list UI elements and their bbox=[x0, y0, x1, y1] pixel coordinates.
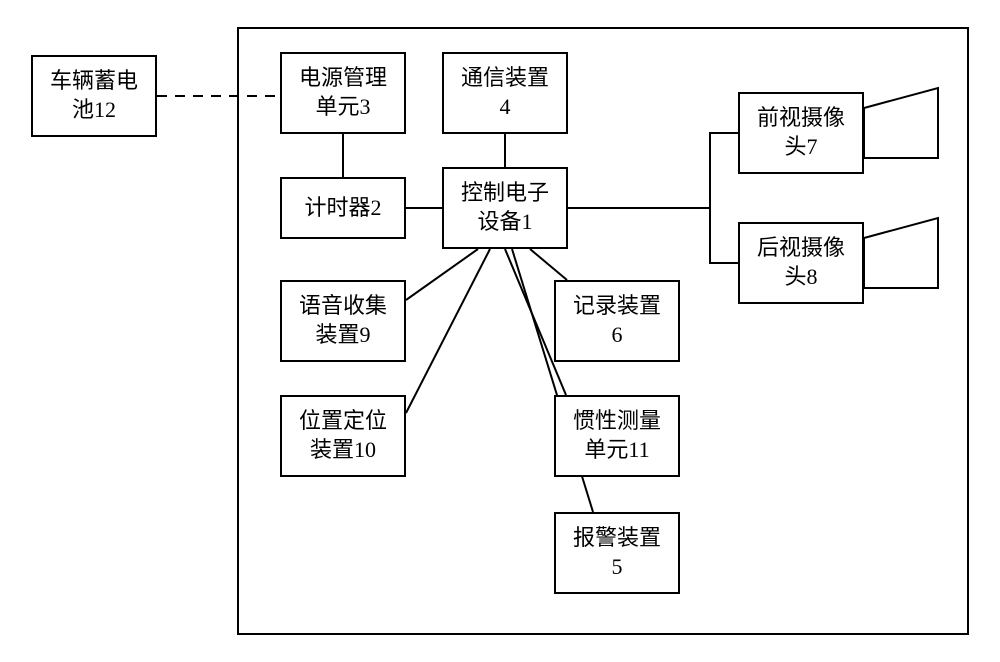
front-camera-box: 前视摄像头7 bbox=[738, 92, 864, 174]
node-label: 车辆蓄电池12 bbox=[50, 67, 138, 124]
node-label: 电源管理单元3 bbox=[299, 64, 387, 121]
node-label: 报警装置5 bbox=[573, 524, 661, 581]
node-label: 位置定位装置10 bbox=[299, 407, 387, 464]
power-management-box: 电源管理单元3 bbox=[280, 52, 406, 134]
communication-device-box: 通信装置4 bbox=[442, 52, 568, 134]
node-label: 后视摄像头8 bbox=[757, 234, 845, 291]
rear-camera-box: 后视摄像头8 bbox=[738, 222, 864, 304]
node-label: 惯性测量单元11 bbox=[573, 407, 661, 464]
node-label: 通信装置4 bbox=[461, 64, 549, 121]
node-label: 计时器2 bbox=[304, 194, 381, 223]
timer-box: 计时器2 bbox=[280, 177, 406, 239]
node-label: 前视摄像头7 bbox=[757, 104, 845, 161]
alarm-device-box: 报警装置5 bbox=[554, 512, 680, 594]
voice-collection-box: 语音收集装置9 bbox=[280, 280, 406, 362]
control-electronic-device-box: 控制电子设备1 bbox=[442, 167, 568, 249]
node-label: 语音收集装置9 bbox=[299, 292, 387, 349]
vehicle-battery-box: 车辆蓄电池12 bbox=[31, 55, 157, 137]
inertial-measurement-unit-box: 惯性测量单元11 bbox=[554, 395, 680, 477]
node-label: 控制电子设备1 bbox=[461, 179, 549, 236]
location-positioning-box: 位置定位装置10 bbox=[280, 395, 406, 477]
recording-device-box: 记录装置6 bbox=[554, 280, 680, 362]
node-label: 记录装置6 bbox=[573, 292, 661, 349]
